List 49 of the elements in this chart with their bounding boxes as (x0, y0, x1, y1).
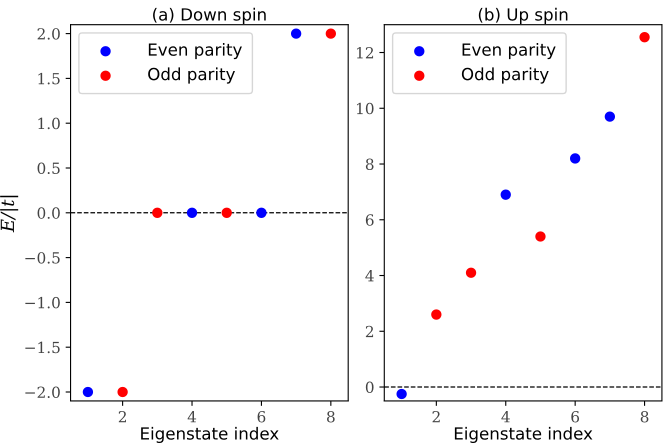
y-tick-label: −1.0 (25, 296, 60, 308)
point (326, 28, 336, 39)
y-tick-label: 2.0 (38, 28, 60, 40)
x-axis-title: Eigenstate index (454, 426, 592, 443)
point (290, 28, 302, 39)
x-tick-label: 4 (188, 410, 196, 422)
point (222, 208, 232, 218)
y-axis-title: E/|t| (0, 196, 18, 232)
point (82, 386, 94, 398)
y-tick-label: 4 (365, 270, 374, 282)
x-tick-label: 6 (571, 410, 580, 423)
y-tick-label: 2 (366, 326, 374, 338)
point (152, 208, 162, 218)
point (256, 208, 267, 218)
y-tick-label: 10 (356, 102, 374, 114)
x-tick-label: 2 (118, 410, 126, 422)
point (570, 153, 580, 164)
point (117, 386, 128, 398)
y-tick-label: −0.5 (25, 252, 60, 264)
y-tick-label: 6 (366, 214, 374, 226)
point (431, 309, 442, 320)
y-tick-label: 0.5 (38, 162, 60, 174)
chart-title: (b) Up spin (478, 8, 568, 24)
legend-label: Even parity (462, 42, 556, 60)
x-tick-label: 6 (258, 410, 266, 423)
x-tick-label: 8 (327, 410, 335, 423)
y-tick-label: 1.0 (38, 118, 60, 130)
y-tick-label: 12 (356, 46, 374, 58)
y-tick-label: 8 (366, 158, 374, 170)
x-tick-label: 8 (640, 410, 648, 423)
chart-title: (a) Down spin (153, 8, 266, 24)
legend-label: Odd parity (148, 67, 235, 84)
point (535, 231, 546, 242)
legend-label: Even parity (148, 42, 242, 60)
point (639, 32, 650, 42)
point (186, 208, 198, 218)
x-tick-label: 4 (501, 410, 510, 422)
point (500, 190, 511, 200)
y-tick-label: −1.5 (25, 342, 60, 354)
legend-label: Odd parity (462, 67, 549, 84)
y-tick-label: 1.5 (38, 72, 60, 84)
point (396, 388, 407, 400)
point (604, 111, 616, 122)
y-tick-label: 0.0 (38, 207, 60, 219)
x-tick-label: 2 (432, 410, 440, 422)
x-axis-title: Eigenstate index (141, 426, 279, 443)
y-tick-label: −2.0 (25, 386, 60, 398)
y-tick-label: 0 (366, 381, 374, 394)
point (466, 268, 476, 278)
